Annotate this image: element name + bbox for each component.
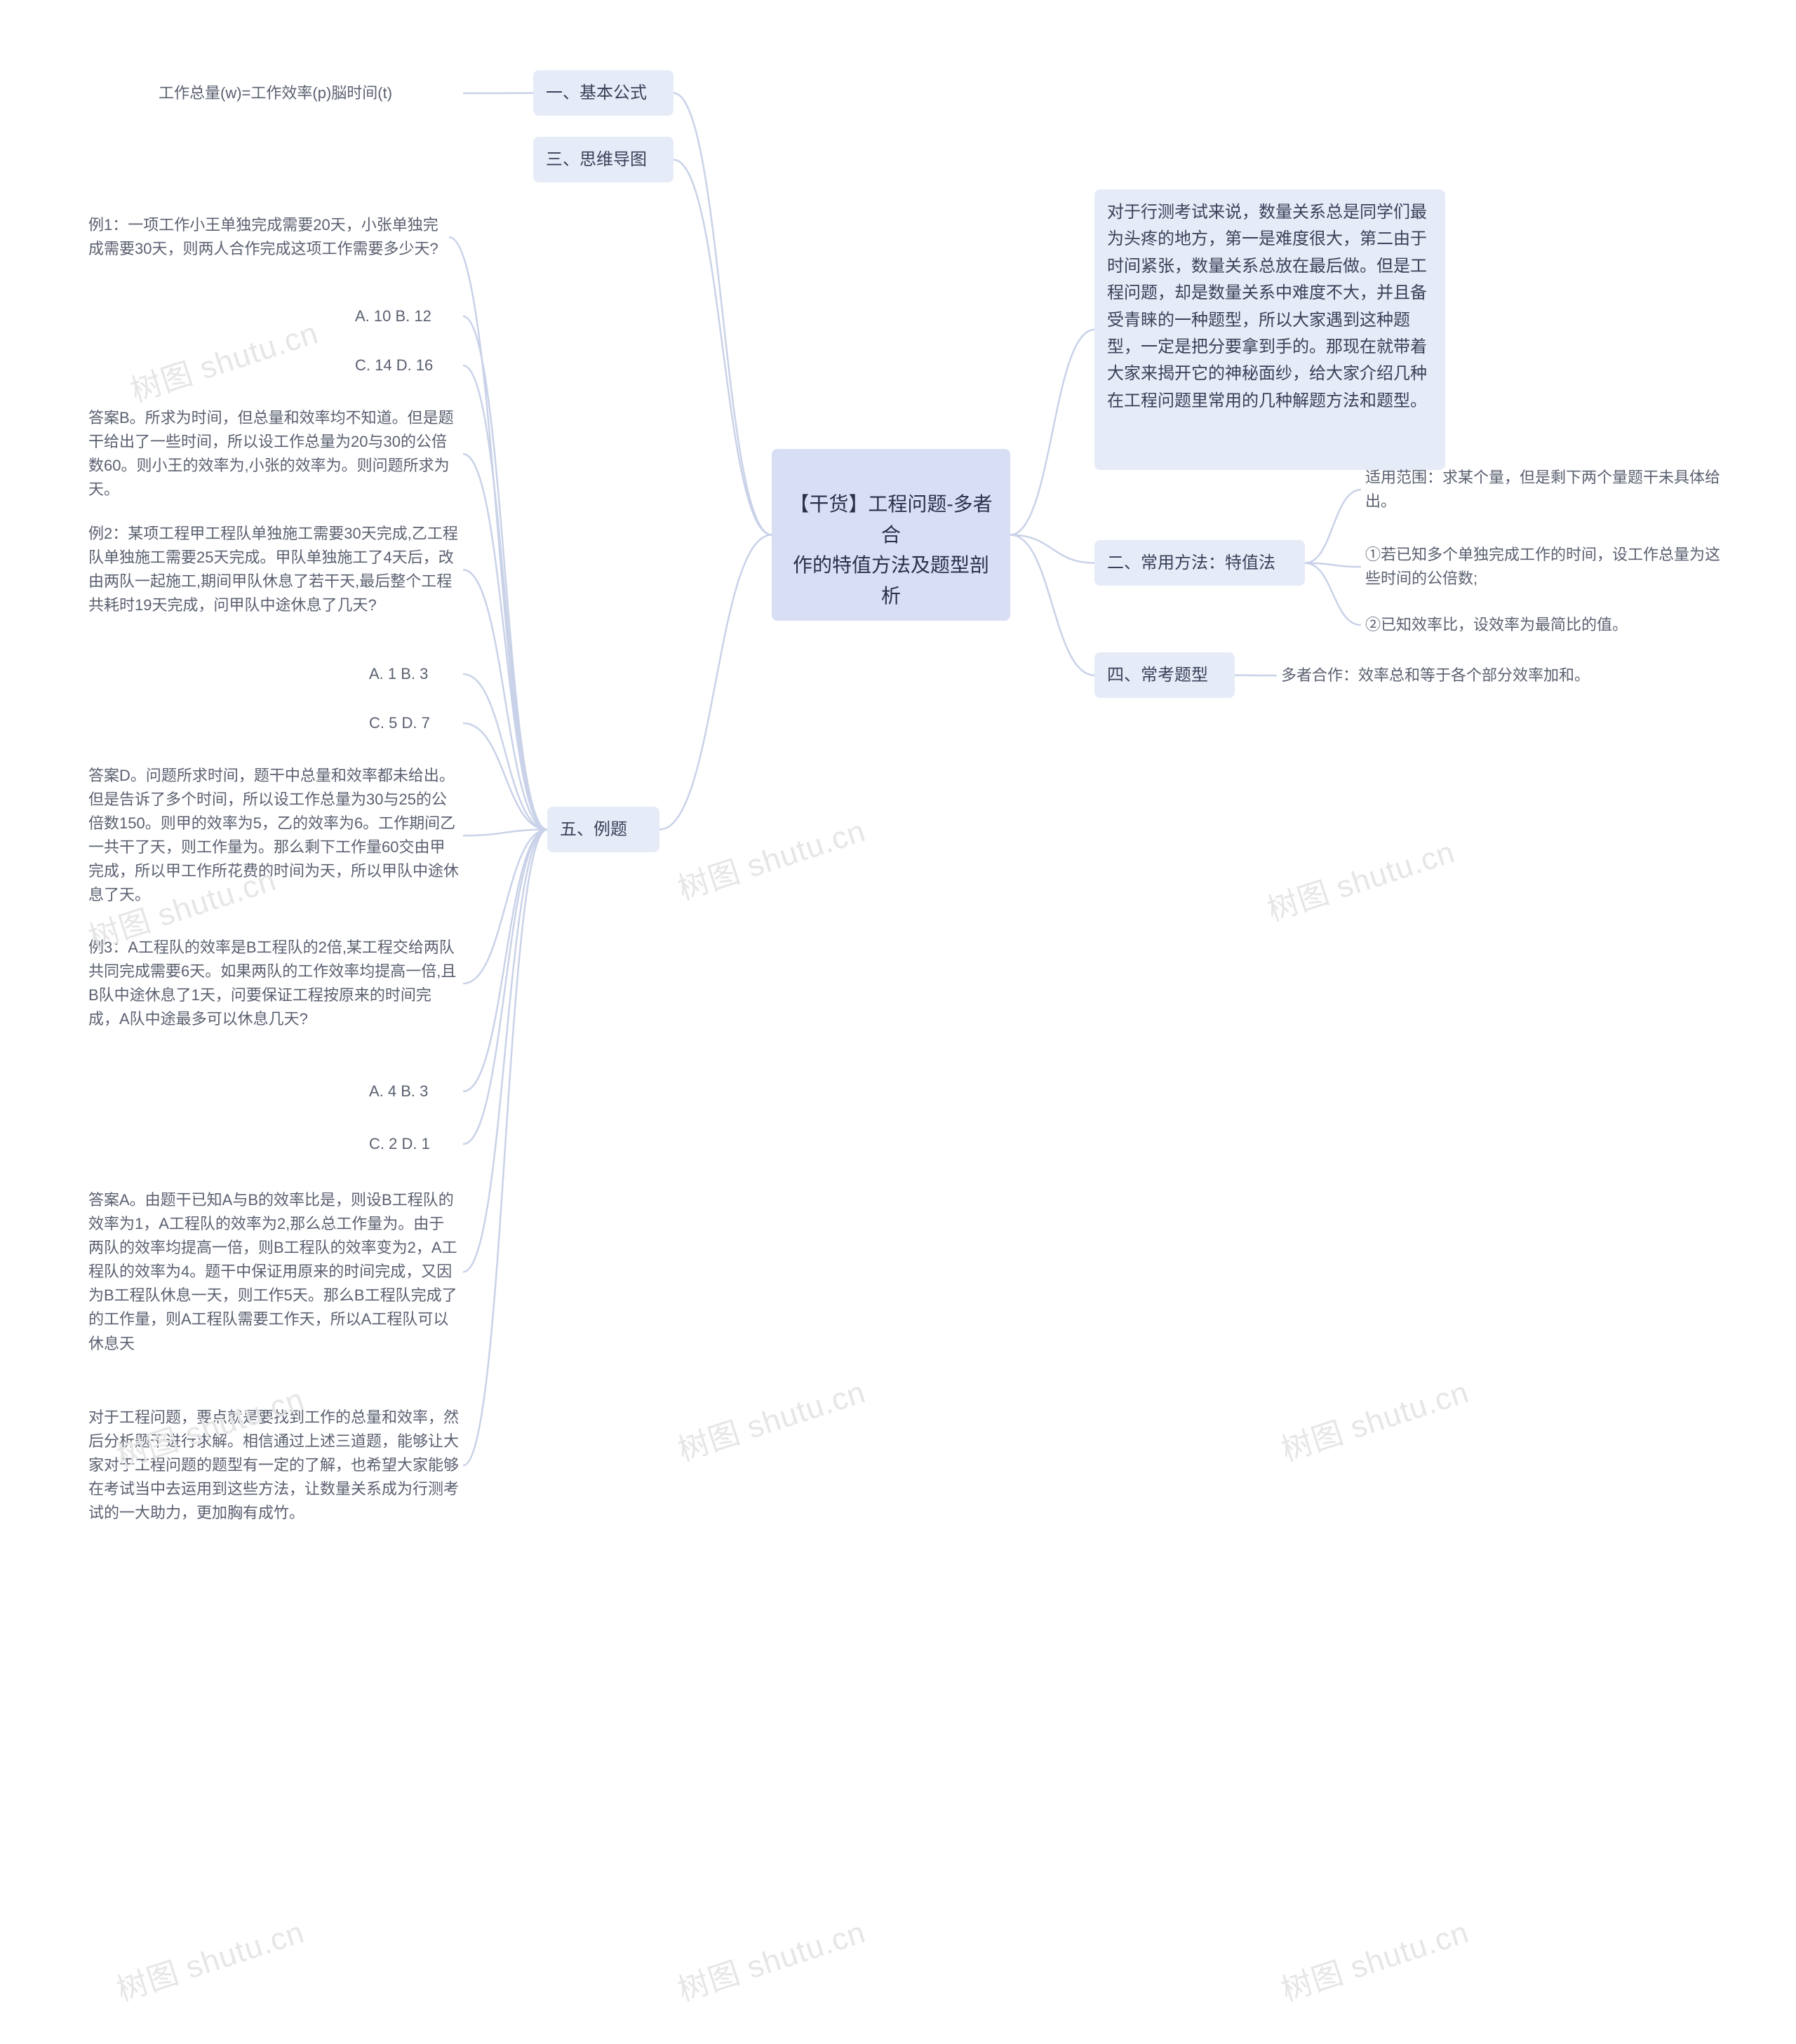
leaf-l_e2s: 答案D。问题所求时间，题干中总量和效率都未给出。但是告诉了多个时间，所以设工作总… <box>84 761 463 910</box>
leaf-l_e2a: A. 1 B. 3 <box>365 659 463 689</box>
leaf-l_e1: 例1：一项工作小王单独完成需要20天，小张单独完成需要30天，则两人合作完成这项… <box>84 210 449 264</box>
branch-b4: 四、常考题型 <box>1094 652 1235 698</box>
branch-b5: 五、例题 <box>547 807 659 852</box>
leaf-text: A. 4 B. 3 <box>369 1082 428 1100</box>
watermark: 树图 shutu.cn <box>671 1367 871 1470</box>
branch-label: 四、常考题型 <box>1107 666 1208 685</box>
leaf-text: C. 14 D. 16 <box>355 356 433 374</box>
leaf-text: 工作总量(w)=工作效率(p)脳时间(t) <box>159 84 392 102</box>
branch-b2: 二、常用方法：特值法 <box>1094 540 1305 586</box>
leaf-text: C. 5 D. 7 <box>369 714 430 732</box>
leaf-l_e1a: A. 10 B. 12 <box>351 302 463 331</box>
branch-label: 对于行测考试来说，数量关系总是同学们最为头疼的地方，第一是难度很大，第二由于时间… <box>1107 203 1427 410</box>
branch-b3: 三、思维导图 <box>533 137 674 182</box>
leaf-l_b2_2: ①若已知多个单独完成工作的时间，设工作总量为这些时间的公倍数; <box>1361 540 1726 593</box>
leaf-text: 例2：某项工程甲工程队单独施工需要30天完成,乙工程队单独施工需要25天完成。甲… <box>88 525 458 614</box>
watermark: 树图 shutu.cn <box>110 1907 309 2010</box>
branch-label: 一、基本公式 <box>546 83 647 102</box>
leaf-l_b2_1: 适用范围：求某个量，但是剩下两个量题干未具体给出。 <box>1361 463 1726 516</box>
leaf-text: ①若已知多个单独完成工作的时间，设工作总量为这些时间的公倍数; <box>1365 546 1720 587</box>
leaf-text: C. 2 D. 1 <box>369 1135 430 1152</box>
branch-label: 二、常用方法：特值法 <box>1107 553 1275 572</box>
leaf-text: 适用范围：求某个量，但是剩下两个量题干未具体给出。 <box>1365 469 1720 510</box>
leaf-text: A. 10 B. 12 <box>355 307 431 325</box>
leaf-l_e2: 例2：某项工程甲工程队单独施工需要30天完成,乙工程队单独施工需要25天完成。甲… <box>84 519 463 620</box>
branch-label: 五、例题 <box>560 820 627 839</box>
leaf-text: 例3：A工程队的效率是B工程队的2倍,某工程交给两队共同完成需要6天。如果两队的… <box>88 939 456 1028</box>
leaf-l_e3a: A. 4 B. 3 <box>365 1077 463 1106</box>
leaf-text: 答案B。所求为时间，但总量和效率均不知道。但是题干给出了一些时间，所以设工作总量… <box>88 409 454 498</box>
watermark: 树图 shutu.cn <box>1275 1907 1474 2010</box>
leaf-l_e1s: 答案B。所求为时间，但总量和效率均不知道。但是题干给出了一些时间，所以设工作总量… <box>84 403 463 504</box>
leaf-l_e2b: C. 5 D. 7 <box>365 708 463 738</box>
leaf-text: 答案D。问题所求时间，题干中总量和效率都未给出。但是告诉了多个时间，所以设工作总… <box>88 767 459 903</box>
leaf-l_e3b: C. 2 D. 1 <box>365 1129 463 1159</box>
leaf-text: ②已知效率比，设效率为最简比的值。 <box>1365 616 1628 633</box>
leaf-text: A. 1 B. 3 <box>369 665 428 683</box>
leaf-l_b4_1: 多者合作：效率总和等于各个部分效率加和。 <box>1277 661 1642 690</box>
leaf-l_e1b: C. 14 D. 16 <box>351 351 463 380</box>
leaf-l_b2_3: ②已知效率比，设效率为最简比的值。 <box>1361 610 1698 640</box>
watermark: 树图 shutu.cn <box>1261 827 1460 930</box>
watermark: 树图 shutu.cn <box>124 308 323 411</box>
watermark: 树图 shutu.cn <box>1275 1367 1474 1470</box>
branch-b1: 一、基本公式 <box>533 70 674 116</box>
leaf-text: 多者合作：效率总和等于各个部分效率加和。 <box>1281 666 1590 684</box>
leaf-l_e3s: 答案A。由题干已知A与B的效率比是，则设B工程队的效率为1，A工程队的效率为2,… <box>84 1185 463 1359</box>
leaf-text: 对于工程问题，要点就是要找到工作的总量和效率，然后分析题干进行求解。相信通过上述… <box>88 1408 459 1521</box>
watermark: 树图 shutu.cn <box>671 1907 871 2010</box>
center-node: 【干货】工程问题-多者合 作的特值方法及题型剖析 <box>772 449 1010 621</box>
watermark: 树图 shutu.cn <box>671 806 871 909</box>
leaf-l_sum: 对于工程问题，要点就是要找到工作的总量和效率，然后分析题干进行求解。相信通过上述… <box>84 1403 463 1528</box>
branch-label: 三、思维导图 <box>546 150 647 169</box>
center-label: 【干货】工程问题-多者合 作的特值方法及题型剖析 <box>789 493 992 606</box>
leaf-l_e3: 例3：A工程队的效率是B工程队的2倍,某工程交给两队共同完成需要6天。如果两队的… <box>84 933 463 1034</box>
leaf-text: 例1：一项工作小王单独完成需要20天，小张单独完成需要30天，则两人合作完成这项… <box>88 216 438 257</box>
leaf-text: 答案A。由题干已知A与B的效率比是，则设B工程队的效率为1，A工程队的效率为2,… <box>88 1191 457 1352</box>
branch-intro: 对于行测考试来说，数量关系总是同学们最为头疼的地方，第一是难度很大，第二由于时间… <box>1094 189 1445 470</box>
leaf-l_b1_1: 工作总量(w)=工作效率(p)脳时间(t) <box>154 79 463 108</box>
